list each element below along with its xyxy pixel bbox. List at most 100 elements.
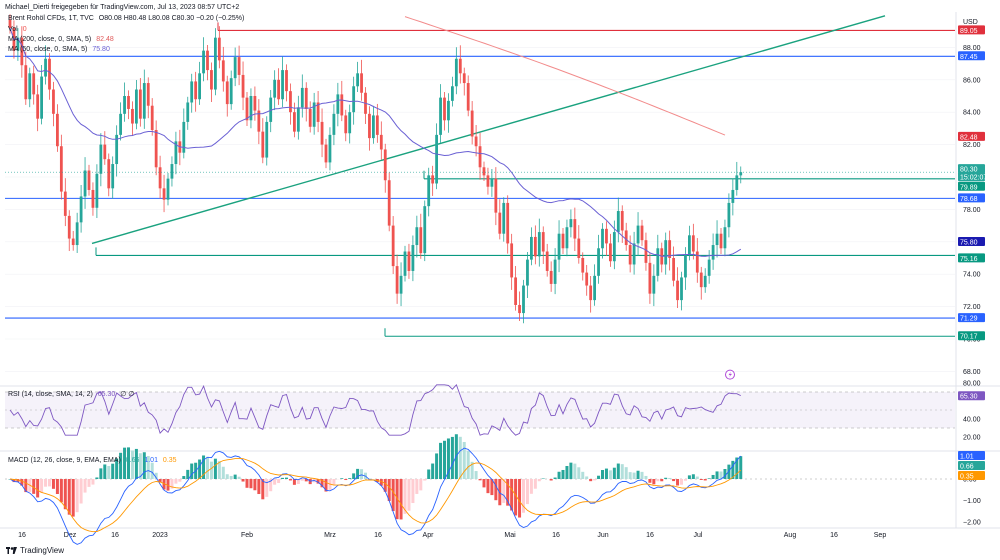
macd-histogram-bar	[407, 479, 411, 511]
macd-signal-line	[9, 457, 742, 533]
candle-body	[119, 113, 122, 135]
time-tick-label: Feb	[241, 532, 253, 539]
macd-histogram-bar	[731, 460, 735, 479]
candle-body	[249, 96, 253, 121]
candle-body	[241, 74, 245, 98]
tradingview-footer[interactable]: TradingView	[6, 546, 64, 555]
macd-line	[9, 447, 742, 545]
candle-body	[510, 243, 514, 278]
macd-histogram-bar	[502, 479, 506, 503]
macd-histogram-bar	[107, 466, 111, 479]
macd-histogram-bar	[644, 475, 648, 479]
candle-body	[316, 102, 320, 122]
candle-body	[170, 164, 174, 179]
rsi-last-label: 65.30	[960, 394, 978, 401]
macd-histogram-bar	[288, 479, 292, 481]
candle-body	[407, 251, 411, 271]
attribution: Michael_Dierti freigegeben für TradingVi…	[5, 4, 240, 11]
candle-body	[723, 227, 727, 249]
macd-histogram-bar	[95, 477, 99, 479]
macd-histogram-bar	[229, 475, 233, 479]
legend-vol: Vol 0	[8, 25, 27, 34]
candle-body	[490, 178, 494, 187]
macd-histogram-bar	[565, 466, 569, 479]
time-tick-label: 16	[374, 532, 382, 539]
macd-histogram-bar	[660, 479, 664, 482]
candle-body	[312, 102, 316, 127]
macd-histogram-bar	[67, 479, 71, 515]
macd-histogram-bar	[182, 476, 186, 479]
candle-body	[522, 285, 525, 314]
candle-body	[601, 228, 604, 249]
macd-histogram-bar	[356, 468, 360, 479]
candle-body	[324, 144, 328, 163]
macd-histogram-bar	[387, 479, 391, 502]
macd-histogram-bar	[40, 479, 44, 493]
macd-histogram-bar	[130, 450, 134, 479]
ma50-label[interactable]: MA (50, close, 0, SMA, 5)	[8, 46, 88, 53]
macd-histogram-bar	[103, 464, 107, 479]
time-tick-label: Mai	[504, 532, 516, 539]
macd-histogram-bar	[269, 479, 273, 492]
rsi-value: 65.30	[97, 391, 116, 398]
macd-histogram-bar	[174, 479, 178, 484]
candle-body	[695, 251, 699, 273]
macd-histogram-bar	[419, 479, 423, 491]
ma200-line	[404, 16, 726, 136]
candle-body	[526, 259, 529, 286]
macd-histogram-bar	[308, 479, 312, 485]
candle-body	[549, 270, 553, 284]
symbol-name[interactable]: Brent Rohöl CFDs, 1T, TVC	[8, 15, 94, 22]
macd-histogram-bar	[569, 462, 573, 479]
rsi-label[interactable]: RSI (14, close, SMA, 14, 2)	[8, 391, 93, 398]
candle-body	[368, 113, 371, 139]
candle-body	[95, 173, 99, 208]
macd-histogram-bar	[411, 479, 415, 504]
macd-histogram-bar	[127, 447, 130, 479]
candle-body	[265, 121, 269, 158]
macd-histogram-bar	[687, 475, 691, 479]
price-tick-label: 86.00	[963, 77, 981, 84]
candle-body	[605, 228, 608, 244]
price-label-bg	[958, 253, 985, 263]
macd-histogram-bar	[577, 467, 581, 479]
macd-histogram-bar	[439, 442, 443, 479]
macd-histogram-bar	[320, 479, 324, 488]
macd-histogram-bar	[198, 459, 202, 479]
legend-ma50: MA (50, close, 0, SMA, 5) 75.80	[8, 45, 110, 54]
candle-body	[83, 170, 87, 197]
candle-body	[443, 97, 446, 121]
macd-histogram-bar	[427, 469, 431, 479]
macd-histogram-bar	[91, 479, 95, 485]
macd-histogram-bar	[553, 477, 557, 479]
price-label: 70.17	[960, 334, 978, 341]
macd-hist-value: 0.66	[125, 457, 140, 464]
ma50-value: 75.80	[92, 46, 110, 53]
candle-body	[612, 232, 616, 262]
candle-body	[182, 121, 186, 153]
candle-body	[648, 262, 652, 294]
macd-histogram-bar	[589, 479, 593, 482]
macd-label[interactable]: MACD (12, 26, close, 9, EMA, EMA)	[8, 457, 121, 464]
candle-body	[71, 238, 75, 246]
candle-body	[206, 50, 209, 71]
price-label-bg	[958, 181, 985, 191]
candle-body	[383, 149, 387, 181]
ma200-label[interactable]: MA (200, close, 0, SMA, 5)	[8, 36, 92, 43]
vol-label[interactable]: Vol	[8, 26, 18, 33]
candle-body	[569, 219, 573, 228]
candle-body	[375, 115, 379, 135]
candle-body	[462, 73, 466, 84]
candle-body	[403, 251, 407, 276]
macd-histogram-bar	[656, 479, 660, 482]
macd-histogram-bar	[87, 479, 91, 487]
macd-histogram-bar	[352, 473, 356, 479]
rsi-tick-label: 40.00	[963, 417, 981, 424]
macd-histogram-bar	[75, 479, 79, 513]
candle-body	[545, 251, 549, 271]
macd-histogram-bar	[83, 479, 87, 493]
candle-body	[616, 211, 620, 233]
macd-histogram-bar	[723, 469, 727, 479]
candle-body	[439, 97, 442, 135]
